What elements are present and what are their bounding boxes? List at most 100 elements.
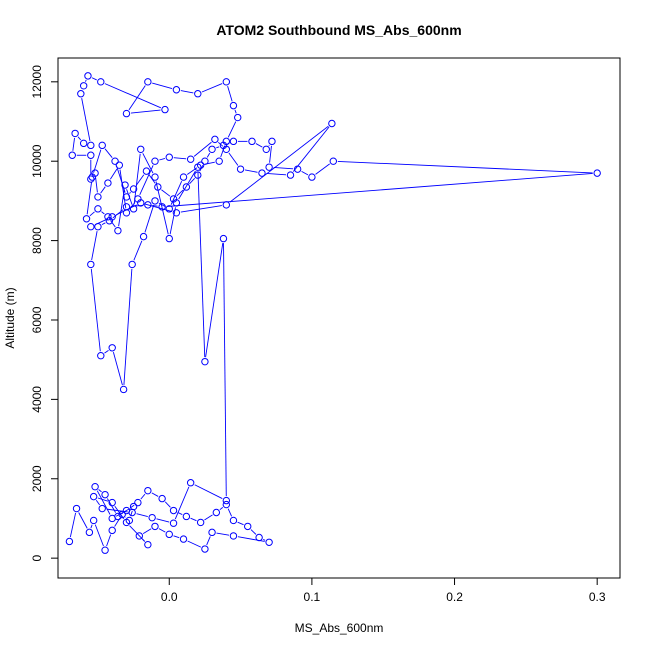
- x-tick-label: 0.0: [161, 590, 178, 604]
- data-point: [71, 129, 79, 138]
- y-tick-label: 0: [30, 554, 44, 561]
- series-segment: [152, 82, 173, 89]
- y-tick-label: 8000: [30, 227, 44, 254]
- data-point: [169, 519, 178, 527]
- data-point: [151, 522, 159, 531]
- data-point: [111, 157, 119, 165]
- data-point: [144, 78, 152, 86]
- series-segment: [227, 121, 237, 138]
- data-point: [101, 546, 109, 554]
- series-segment: [104, 349, 109, 354]
- series-segment: [139, 165, 154, 196]
- data-point: [208, 528, 216, 537]
- series-segment: [93, 149, 102, 173]
- series-segment: [176, 189, 184, 197]
- series-segment: [216, 532, 230, 536]
- series-segment: [140, 493, 146, 500]
- series-segment: [161, 189, 171, 197]
- series-segment: [220, 145, 226, 158]
- data-point: [104, 179, 112, 187]
- data-point: [122, 193, 131, 201]
- series-segment: [250, 529, 257, 535]
- series-segment: [100, 186, 106, 194]
- series-segment: [130, 109, 161, 114]
- data-point: [142, 167, 151, 175]
- data-point: [329, 157, 337, 165]
- series-segment: [190, 517, 197, 522]
- data-point: [328, 119, 336, 128]
- series-segment: [244, 169, 258, 173]
- data-point: [148, 513, 156, 522]
- series-segment: [96, 490, 111, 515]
- series-segment: [144, 203, 173, 213]
- data-point: [196, 518, 205, 527]
- series-segment: [81, 98, 91, 141]
- series-segment: [136, 513, 148, 517]
- series-segment: [227, 85, 233, 102]
- data-point: [212, 508, 221, 517]
- data-point: [94, 205, 102, 213]
- series-segment: [262, 539, 266, 541]
- data-point: [135, 532, 144, 540]
- data-point: [79, 82, 88, 90]
- data-point: [186, 479, 195, 487]
- data-point: [229, 532, 238, 540]
- plot-area-frame: [57, 57, 621, 579]
- data-point: [219, 234, 228, 243]
- data-point: [234, 113, 242, 122]
- data-point: [154, 183, 162, 191]
- data-point: [89, 516, 98, 525]
- series-segment: [90, 268, 101, 352]
- series-segment: [158, 528, 166, 533]
- data-point: [115, 161, 124, 169]
- series-segment: [151, 492, 159, 497]
- data-point: [65, 537, 74, 546]
- series-segment: [237, 521, 244, 526]
- data-point: [308, 173, 316, 181]
- data-point: [91, 169, 99, 177]
- series-segment: [180, 205, 222, 213]
- data-point: [262, 145, 270, 153]
- series-segment: [194, 484, 223, 499]
- series-segment: [292, 126, 330, 172]
- series-segment: [337, 160, 593, 174]
- series-segment: [109, 168, 118, 180]
- data-point: [172, 209, 181, 217]
- series-segment: [166, 173, 593, 207]
- series-segment: [142, 528, 152, 534]
- series-segment: [170, 181, 183, 205]
- series-segment: [101, 211, 105, 215]
- data-point: [229, 137, 238, 146]
- data-point: [229, 516, 238, 525]
- data-point: [201, 157, 209, 165]
- data-point: [84, 72, 92, 80]
- data-point: [182, 512, 191, 521]
- data-point: [79, 139, 88, 148]
- series-segment: [187, 540, 202, 548]
- data-point: [87, 223, 95, 231]
- series-segment: [115, 165, 126, 193]
- data-point: [165, 234, 173, 243]
- series-segment: [86, 181, 93, 215]
- data-point: [68, 151, 76, 159]
- data-point: [158, 203, 166, 211]
- data-point: [169, 506, 178, 515]
- data-point: [172, 86, 181, 94]
- series-segment: [201, 83, 223, 93]
- x-tick-label: 0.3: [589, 590, 606, 604]
- data-point: [186, 155, 195, 163]
- data-point: [77, 90, 85, 98]
- data-point: [122, 209, 131, 217]
- data-point: [129, 502, 138, 511]
- series-segment: [119, 169, 127, 209]
- data-point: [94, 193, 102, 201]
- y-axis: 0 2000 4000 6000 8000 10000 12000: [30, 65, 59, 561]
- series-segment: [95, 177, 98, 193]
- data-point: [114, 512, 122, 521]
- series-segment: [189, 178, 195, 185]
- series-segment: [123, 268, 133, 385]
- data-point: [244, 522, 252, 531]
- data-point: [236, 165, 245, 173]
- data-point: [128, 260, 136, 269]
